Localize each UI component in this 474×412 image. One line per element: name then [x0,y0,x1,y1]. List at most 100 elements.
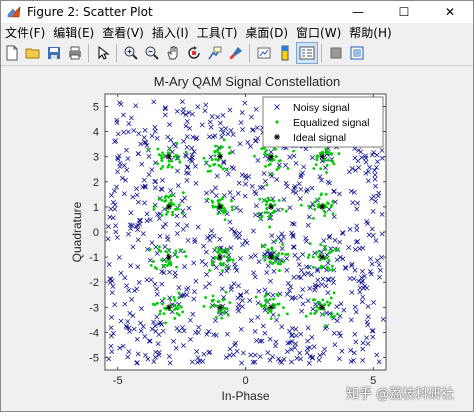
show-plot-tools-button[interactable] [347,43,367,63]
noisy-signal-point [347,275,353,281]
brush-button[interactable] [226,43,246,63]
noisy-signal-point [213,265,219,270]
save-button[interactable] [44,43,64,63]
noisy-signal-point [364,335,370,341]
zoom-out-button[interactable] [142,43,162,63]
minimize-button[interactable]: — [335,1,381,23]
menu-tools[interactable]: 工具(T) [196,25,238,40]
noisy-signal-point [196,324,202,330]
noisy-signal-point [131,128,137,133]
noisy-signal-point [357,285,363,291]
noisy-signal-point [130,244,136,250]
insert-colorbar-button[interactable] [275,43,295,63]
noisy-signal-point [115,131,121,137]
noisy-signal-point [283,162,288,168]
noisy-signal-point [376,262,382,268]
noisy-signal-point [276,356,281,362]
open-button[interactable] [23,43,43,63]
menu-insert[interactable]: 插入(I) [151,25,189,40]
maximize-button[interactable]: ☐ [381,1,427,23]
menu-window[interactable]: 窗口(W) [296,25,342,40]
equalized-signal-point [332,162,336,166]
menu-desktop[interactable]: 桌面(D) [245,25,289,40]
toolbar-separator [321,44,322,62]
zoom-in-button[interactable] [121,43,141,63]
noisy-signal-point [373,238,379,243]
noisy-signal-point [332,342,338,348]
edit-plot-button[interactable] [93,43,113,63]
noisy-signal-point [155,341,161,347]
brush-icon [230,47,242,59]
scatter-plot[interactable]: M-Ary QAM Signal Constellation -5 0 5 5 4 3 2 1… [1,66,473,411]
noisy-signal-point [252,329,258,334]
equalized-signal-point [253,154,256,158]
print-button[interactable] [65,43,85,63]
noisy-signal-point [288,347,294,352]
equalized-signal-point [325,171,328,174]
noisy-signal-point [291,185,297,191]
equalized-signal-point [159,167,163,171]
noisy-signal-point [254,338,259,343]
legend[interactable]: Noisy signal Equalized signal Ideal signal [262,96,384,148]
watermark-text: 知乎 @荔枝科研社 [346,387,455,402]
menu-help[interactable]: 帮助(H) [349,25,392,40]
noisy-signal-point [138,306,144,311]
link-plot-button[interactable] [254,43,274,63]
noisy-signal-point [326,277,331,283]
equalized-signal-point [225,168,229,171]
noisy-signal-point [377,267,383,273]
equalized-signal-point [284,209,288,213]
equalized-signal-point [268,214,272,218]
hide-plot-tools-button[interactable] [326,43,346,63]
noisy-signal-point [321,351,326,356]
ideal-signal-point [216,254,223,261]
equalized-signal-point [175,311,179,315]
noisy-signal-point [353,239,359,245]
noisy-signal-point [327,233,333,239]
noisy-signal-point [126,287,132,293]
menu-edit[interactable]: 编辑(E) [53,25,95,40]
noisy-signal-point [349,289,355,295]
noisy-signal-point [343,264,348,270]
noisy-signal-point [331,188,337,194]
noisy-signal-point [143,140,149,146]
equalized-signal-point [221,263,225,267]
noisy-signal-point [374,352,380,358]
close-button[interactable]: ✕ [427,1,473,23]
legend-marker [274,104,280,110]
equalized-signal-point [322,209,326,213]
noisy-signal-point [237,141,243,147]
noisy-signal-point [352,247,358,253]
noisy-signal-point [279,246,285,251]
noisy-signal-point [138,328,144,334]
equalized-signal-point [216,311,220,315]
noisy-signal-point [371,299,377,305]
noisy-signal-point [175,168,180,174]
noisy-signal-point [176,285,182,291]
new-file-button[interactable] [2,43,22,63]
equalized-signal-point [270,172,273,176]
data-cursor-button[interactable] [205,43,225,63]
insert-legend-button[interactable] [296,42,318,64]
rotate-3d-button[interactable] [184,43,204,63]
equalized-signal-point [183,250,186,253]
pan-button[interactable] [163,43,183,63]
equalized-signal-point [330,203,334,207]
noisy-signal-point [126,231,131,237]
equalized-signal-point [156,147,160,151]
noisy-signal-point [212,317,218,323]
noisy-signal-point [145,356,151,362]
equalized-signal-point [226,259,230,263]
noisy-signal-point [307,354,313,359]
noisy-signal-point [334,304,340,310]
equalized-signal-point [156,301,159,305]
noisy-signal-point [117,164,123,169]
menu-file[interactable]: 文件(F) [5,25,46,40]
menu-view[interactable]: 查看(V) [102,25,144,40]
ideal-signal-point [319,304,326,311]
equalized-signal-point [214,144,217,148]
equalized-signal-point [169,262,173,265]
noisy-signal-point [134,192,140,198]
noisy-signal-point [315,277,321,283]
equalized-signal-point [156,162,159,166]
